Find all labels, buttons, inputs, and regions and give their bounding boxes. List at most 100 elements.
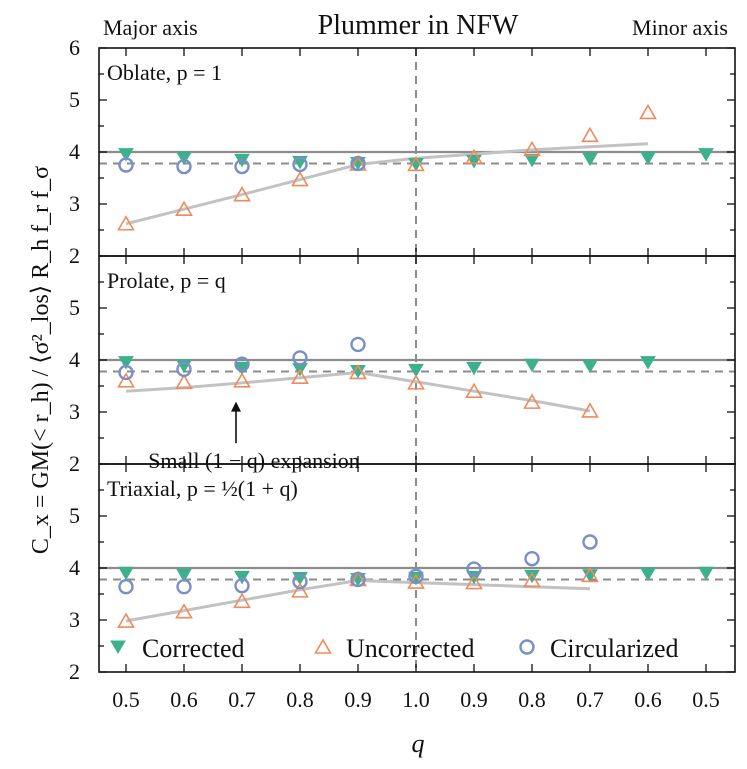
expansion-curve — [125, 142, 649, 226]
circularized-point — [524, 550, 540, 567]
y-tick-label: 2 — [69, 659, 80, 684]
circularized-point — [118, 364, 134, 381]
y-tick-label: 2 — [69, 451, 80, 476]
corrected-point — [524, 153, 540, 168]
uncorrected-point — [291, 170, 309, 187]
legend-marker-corrected — [110, 640, 126, 654]
circularized-point — [408, 568, 424, 585]
circularized-point — [176, 158, 192, 175]
x-tick-label: 0.9 — [344, 687, 372, 712]
x-tick-label: 0.7 — [228, 687, 256, 712]
corrected-point — [582, 152, 598, 167]
y-tick-label: 3 — [69, 399, 80, 424]
legend-marker-uncorrected — [314, 638, 332, 654]
uncorrected-point — [291, 368, 309, 384]
uncorrected-point — [523, 393, 541, 409]
circularized-point — [176, 361, 192, 378]
corrected-point — [408, 363, 424, 378]
uncorrected-point — [523, 571, 541, 588]
y-axis-label: C_x = GM(< r_h) / ⟨σ²_los⟩ R_h f_r f_σ — [28, 166, 54, 554]
uncorrected-point — [465, 148, 483, 164]
uncorrected-point — [581, 402, 599, 418]
uncorrected-point — [465, 573, 483, 590]
y-tick-label: 4 — [69, 555, 80, 580]
y-tick-label: 3 — [69, 191, 80, 216]
x-tick-label: 0.8 — [518, 687, 546, 712]
corrected-point — [524, 569, 540, 584]
x-tick-label: 0.5 — [692, 687, 720, 712]
uncorrected-point — [349, 363, 367, 380]
corrected-point — [466, 361, 482, 376]
x-tick-label: 0.9 — [460, 687, 488, 712]
y-tick-label: 4 — [69, 347, 80, 372]
y-tick-label: 2 — [69, 243, 80, 268]
corrected-point — [118, 356, 134, 370]
legend-label: Corrected — [142, 634, 245, 663]
legend-label: Circularized — [550, 634, 679, 663]
circularized-point — [466, 561, 482, 577]
uncorrected-point — [117, 612, 135, 628]
major-axis-note: Major axis — [103, 15, 198, 40]
uncorrected-point — [175, 603, 193, 619]
corrected-point — [234, 570, 250, 585]
expansion-annotation: Small (1 − q) expansion — [148, 448, 360, 473]
circularized-point — [234, 158, 250, 175]
uncorrected-point — [407, 155, 425, 172]
chart-title: Plummer in NFW — [318, 10, 519, 41]
x-tick-label: 0.6 — [170, 687, 198, 712]
y-tick-label: 5 — [69, 295, 80, 320]
y-tick-label: 5 — [69, 87, 80, 112]
corrected-point — [466, 154, 482, 169]
corrected-point — [640, 151, 656, 166]
panel-label: Oblate, p = 1 — [107, 60, 222, 85]
corrected-point — [524, 358, 540, 373]
corrected-point — [640, 356, 656, 370]
uncorrected-point — [233, 372, 251, 388]
uncorrected-point — [523, 140, 541, 157]
circularized-point — [292, 156, 308, 173]
panel-label: Prolate, p = q — [107, 268, 226, 293]
legend-marker-circularized — [519, 639, 535, 655]
uncorrected-point — [639, 103, 657, 120]
uncorrected-point — [175, 373, 193, 390]
uncorrected-point — [117, 372, 135, 388]
plot-area: 2 3 4 5 6 Oblate, p = 1 2 3 4 5 Prolate, p = q Smal… — [69, 35, 736, 712]
circularized-point — [118, 579, 134, 595]
uncorrected-point — [175, 200, 193, 216]
corrected-point — [118, 566, 134, 581]
uncorrected-point — [291, 582, 309, 598]
circularized-point — [350, 571, 366, 588]
circularized-point — [350, 155, 366, 172]
x-tick-label: 0.5 — [112, 687, 140, 712]
panel-label: Triaxial, p = ½(1 + q) — [107, 476, 298, 501]
uncorrected-point — [117, 215, 135, 231]
uncorrected-point — [581, 566, 599, 583]
uncorrected-point — [581, 126, 599, 143]
circularized-point — [118, 157, 134, 173]
circularized-point — [350, 336, 366, 353]
x-tick-label: 0.6 — [634, 687, 662, 712]
x-tick-label: 0.8 — [286, 687, 314, 712]
x-axis-label: q — [412, 729, 425, 758]
corrected-point — [640, 567, 656, 582]
circularized-point — [582, 534, 598, 550]
corrected-point — [698, 566, 714, 581]
corrected-point — [582, 359, 598, 374]
y-tick-label: 6 — [69, 35, 80, 60]
y-tick-label: 5 — [69, 503, 80, 528]
legend-label: Uncorrected — [346, 634, 474, 663]
uncorrected-point — [465, 382, 483, 398]
minor-axis-note: Minor axis — [632, 15, 728, 40]
circularized-point — [292, 573, 308, 590]
corrected-point — [408, 571, 424, 586]
x-tick-label: 0.7 — [576, 687, 604, 712]
uncorrected-point — [407, 374, 425, 390]
corrected-point — [176, 151, 192, 166]
circularized-point — [234, 356, 250, 372]
corrected-point — [118, 148, 134, 162]
uncorrected-point — [233, 186, 251, 202]
corrected-point — [176, 568, 192, 583]
annotation-arrow-head — [231, 401, 241, 412]
corrected-point — [698, 148, 714, 162]
